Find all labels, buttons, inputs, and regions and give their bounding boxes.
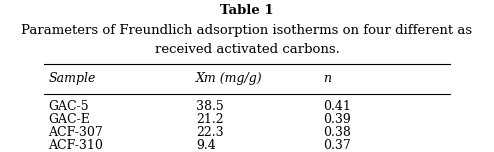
Text: n: n	[323, 72, 331, 85]
Text: ACF-307: ACF-307	[48, 126, 103, 139]
Text: Parameters of Freundlich adsorption isotherms on four different as: Parameters of Freundlich adsorption isot…	[21, 24, 473, 38]
Text: ACF-310: ACF-310	[48, 139, 103, 152]
Text: Sample: Sample	[48, 72, 96, 85]
Text: 0.41: 0.41	[323, 100, 351, 114]
Text: 22.3: 22.3	[196, 126, 224, 139]
Text: 0.39: 0.39	[323, 113, 351, 126]
Text: 0.37: 0.37	[323, 139, 351, 152]
Text: GAC-5: GAC-5	[48, 100, 89, 114]
Text: 38.5: 38.5	[196, 100, 224, 114]
Text: 21.2: 21.2	[196, 113, 224, 126]
Text: 9.4: 9.4	[196, 139, 216, 152]
Text: Xm (mg/g): Xm (mg/g)	[196, 72, 263, 85]
Text: Table 1: Table 1	[220, 4, 274, 17]
Text: received activated carbons.: received activated carbons.	[155, 43, 339, 56]
Text: GAC-E: GAC-E	[48, 113, 90, 126]
Text: 0.38: 0.38	[323, 126, 351, 139]
